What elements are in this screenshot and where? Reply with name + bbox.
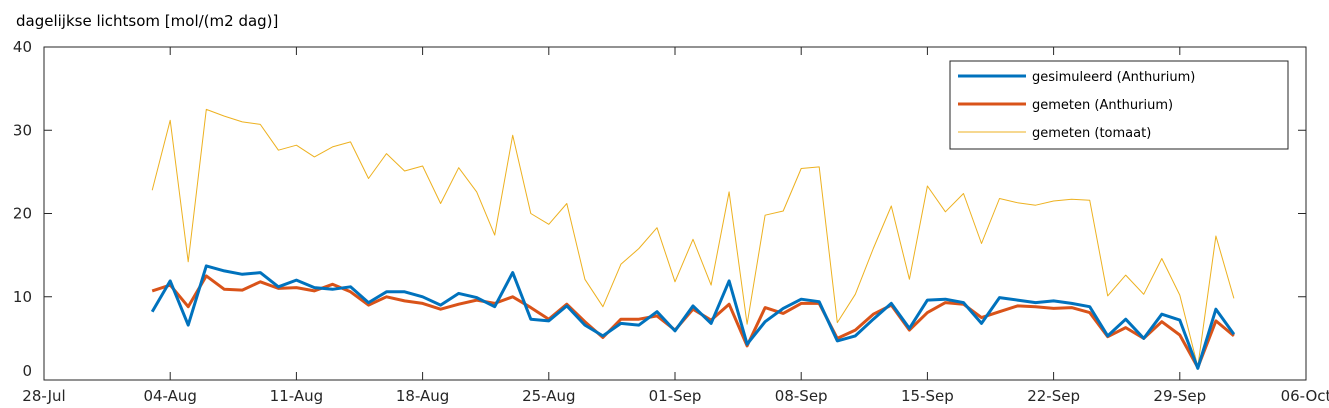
x-tick-label: 18-Aug — [396, 387, 449, 405]
x-tick-label: 04-Aug — [143, 387, 196, 405]
legend-label: gesimuleerd (Anthurium) — [1032, 70, 1195, 85]
legend-label: gemeten (Anthurium) — [1032, 98, 1173, 113]
y-tick-label: 30 — [13, 121, 32, 139]
series-line-gemeten-anthurium — [151, 274, 1235, 369]
series-line-gesimuleerd-anthurium — [150, 264, 1236, 370]
x-tick-label: 28-Jul — [22, 387, 65, 405]
x-tick-label: 01-Sep — [649, 387, 702, 405]
legend-label: gemeten (tomaat) — [1032, 126, 1151, 141]
y-tick-label: 10 — [13, 288, 32, 306]
y-tick-label: 20 — [13, 205, 32, 223]
x-tick-label: 25-Aug — [522, 387, 575, 405]
x-tick-label: 11-Aug — [270, 387, 323, 405]
x-tick-label: 06-Oct — [1281, 387, 1329, 405]
y-tick-label: 0 — [22, 362, 32, 380]
axes-box — [43, 46, 1307, 381]
x-tick-label: 29-Sep — [1153, 387, 1206, 405]
tick-labels: 0 10 20 30 40 28-Jul 04-Aug 11-Aug 18-Aug 25-Aug 0… — [13, 38, 1329, 405]
x-tick-label: 08-Sep — [775, 387, 828, 405]
legend: gesimuleerd (Anthurium) gemeten (Anthuriu… — [949, 60, 1289, 150]
y-tick-label: 40 — [13, 38, 32, 56]
x-tick-label: 22-Sep — [1027, 387, 1080, 405]
chart-title: dagelijkse lichtsom [mol/(m2 dag)] — [16, 12, 278, 30]
series-layer — [150, 108, 1236, 370]
x-tick-label: 15-Sep — [901, 387, 954, 405]
